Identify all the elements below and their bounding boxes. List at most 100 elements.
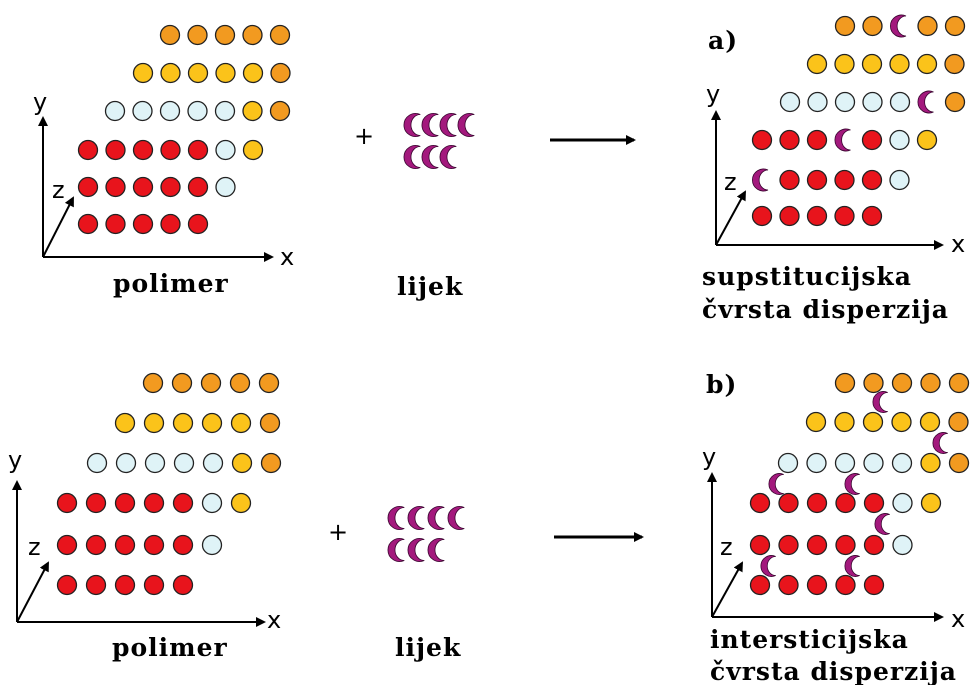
red-polymer-bead [114,492,136,514]
red-polymer-bead [778,574,799,596]
result-a-subtitle: čvrsta disperzija [702,295,949,324]
red-polymer-bead [779,169,800,191]
drug-molecule [427,506,445,530]
drug-molecule [439,145,457,169]
red-polymer-bead [806,169,828,191]
light-blue-polymer-bead [889,91,911,113]
red-polymer-bead [778,492,799,514]
light-blue-polymer-bead [201,534,223,556]
yellow-polymer-bead [172,412,194,434]
red-polymer-bead [835,492,856,514]
drug-molecule [407,506,425,530]
yellow-polymer-bead [201,412,223,434]
drug-bottom [387,506,465,562]
light-blue-polymer-bead [86,452,108,474]
y-axis-label: y [702,443,716,471]
orange-polymer-bead [171,372,193,394]
red-polymer-bead [187,213,209,235]
drug-molecule [407,538,425,562]
orange-polymer-bead [142,372,164,394]
drug-molecule [403,113,421,137]
axes-result-b: y x z [702,443,965,633]
axes-polymer-bottom: y x z [8,446,281,634]
red-polymer-bead [861,169,883,191]
light-blue-polymer-bead [215,176,236,198]
red-polymer-bead [863,492,885,514]
z-axis-label: z [724,168,737,196]
z-axis-label: z [28,533,41,561]
yellow-polymer-bead [834,53,855,75]
light-blue-polymer-bead [777,452,799,474]
red-polymer-bead [77,213,99,235]
yellow-polymer-bead [861,53,883,75]
red-polymer-bead [863,534,885,556]
yellow-polymer-bead [230,492,252,514]
yellow-polymer-bead [242,62,264,84]
drug-molecule [844,473,860,495]
red-polymer-bead [834,205,855,227]
red-polymer-bead [132,213,154,235]
red-polymer-bead [85,574,107,596]
drug-molecule [917,90,934,114]
drug-molecule [752,168,769,192]
axes-polymer-top: y x z [33,88,294,271]
red-polymer-bead [56,574,78,596]
orange-polymer-bead [259,412,281,434]
light-blue-polymer-bead [889,129,910,151]
red-polymer-bead [835,574,856,596]
red-polymer-bead [835,534,856,556]
y-axis-label: y [706,80,720,108]
yellow-polymer-bead [834,411,855,433]
yellow-polymer-bead [889,53,910,75]
orange-polymer-bead [159,24,181,46]
light-blue-polymer-bead [891,452,913,474]
red-polymer-bead [85,534,107,556]
yellow-polymer-bead [916,129,938,151]
drug-molecule [403,145,421,169]
light-blue-polymer-bead [132,100,153,122]
red-polymer-bead [187,176,209,198]
red-polymer-bead [749,534,771,556]
orange-polymer-bead [834,372,856,394]
orange-polymer-bead [920,372,941,394]
orange-polymer-bead [948,411,969,433]
orange-polymer-bead [944,91,966,113]
red-polymer-bead [861,205,883,227]
yellow-polymer-bead [231,452,253,474]
red-polymer-bead [160,139,181,161]
drug-molecule [427,538,445,562]
red-polymer-bead [863,574,885,596]
orange-polymer-bead [917,15,938,37]
orange-polymer-bead [944,15,966,37]
orange-polymer-bead [187,24,208,46]
light-blue-polymer-bead [807,91,828,113]
red-polymer-bead [834,169,855,191]
red-polymer-bead [779,129,800,151]
red-polymer-bead [172,534,194,556]
red-polymer-bead [778,534,799,556]
x-axis-label: x [951,605,965,633]
plus-sign: + [354,122,374,150]
yellow-polymer-bead [919,411,941,433]
drug-molecule [457,113,475,137]
red-polymer-bead [751,129,773,151]
orange-polymer-bead [260,452,282,474]
drug-molecule [844,555,860,577]
light-blue-polymer-bead [862,91,883,113]
red-polymer-bead [187,139,209,161]
red-polymer-bead [806,534,828,556]
orange-polymer-bead [214,24,236,46]
x-axis-label: x [267,606,281,634]
light-blue-polymer-bead [202,452,224,474]
orange-polymer-bead [944,53,965,75]
red-polymer-bead [160,176,181,198]
red-polymer-bead [85,492,107,514]
red-polymer-bead [779,205,800,227]
light-blue-polymer-bead [806,452,827,474]
polymer-bottom [56,372,282,596]
drug-molecule [421,145,439,169]
variant-b-tag: b) [706,370,737,399]
yellow-polymer-bead [143,412,165,434]
drug-molecule [874,513,890,535]
